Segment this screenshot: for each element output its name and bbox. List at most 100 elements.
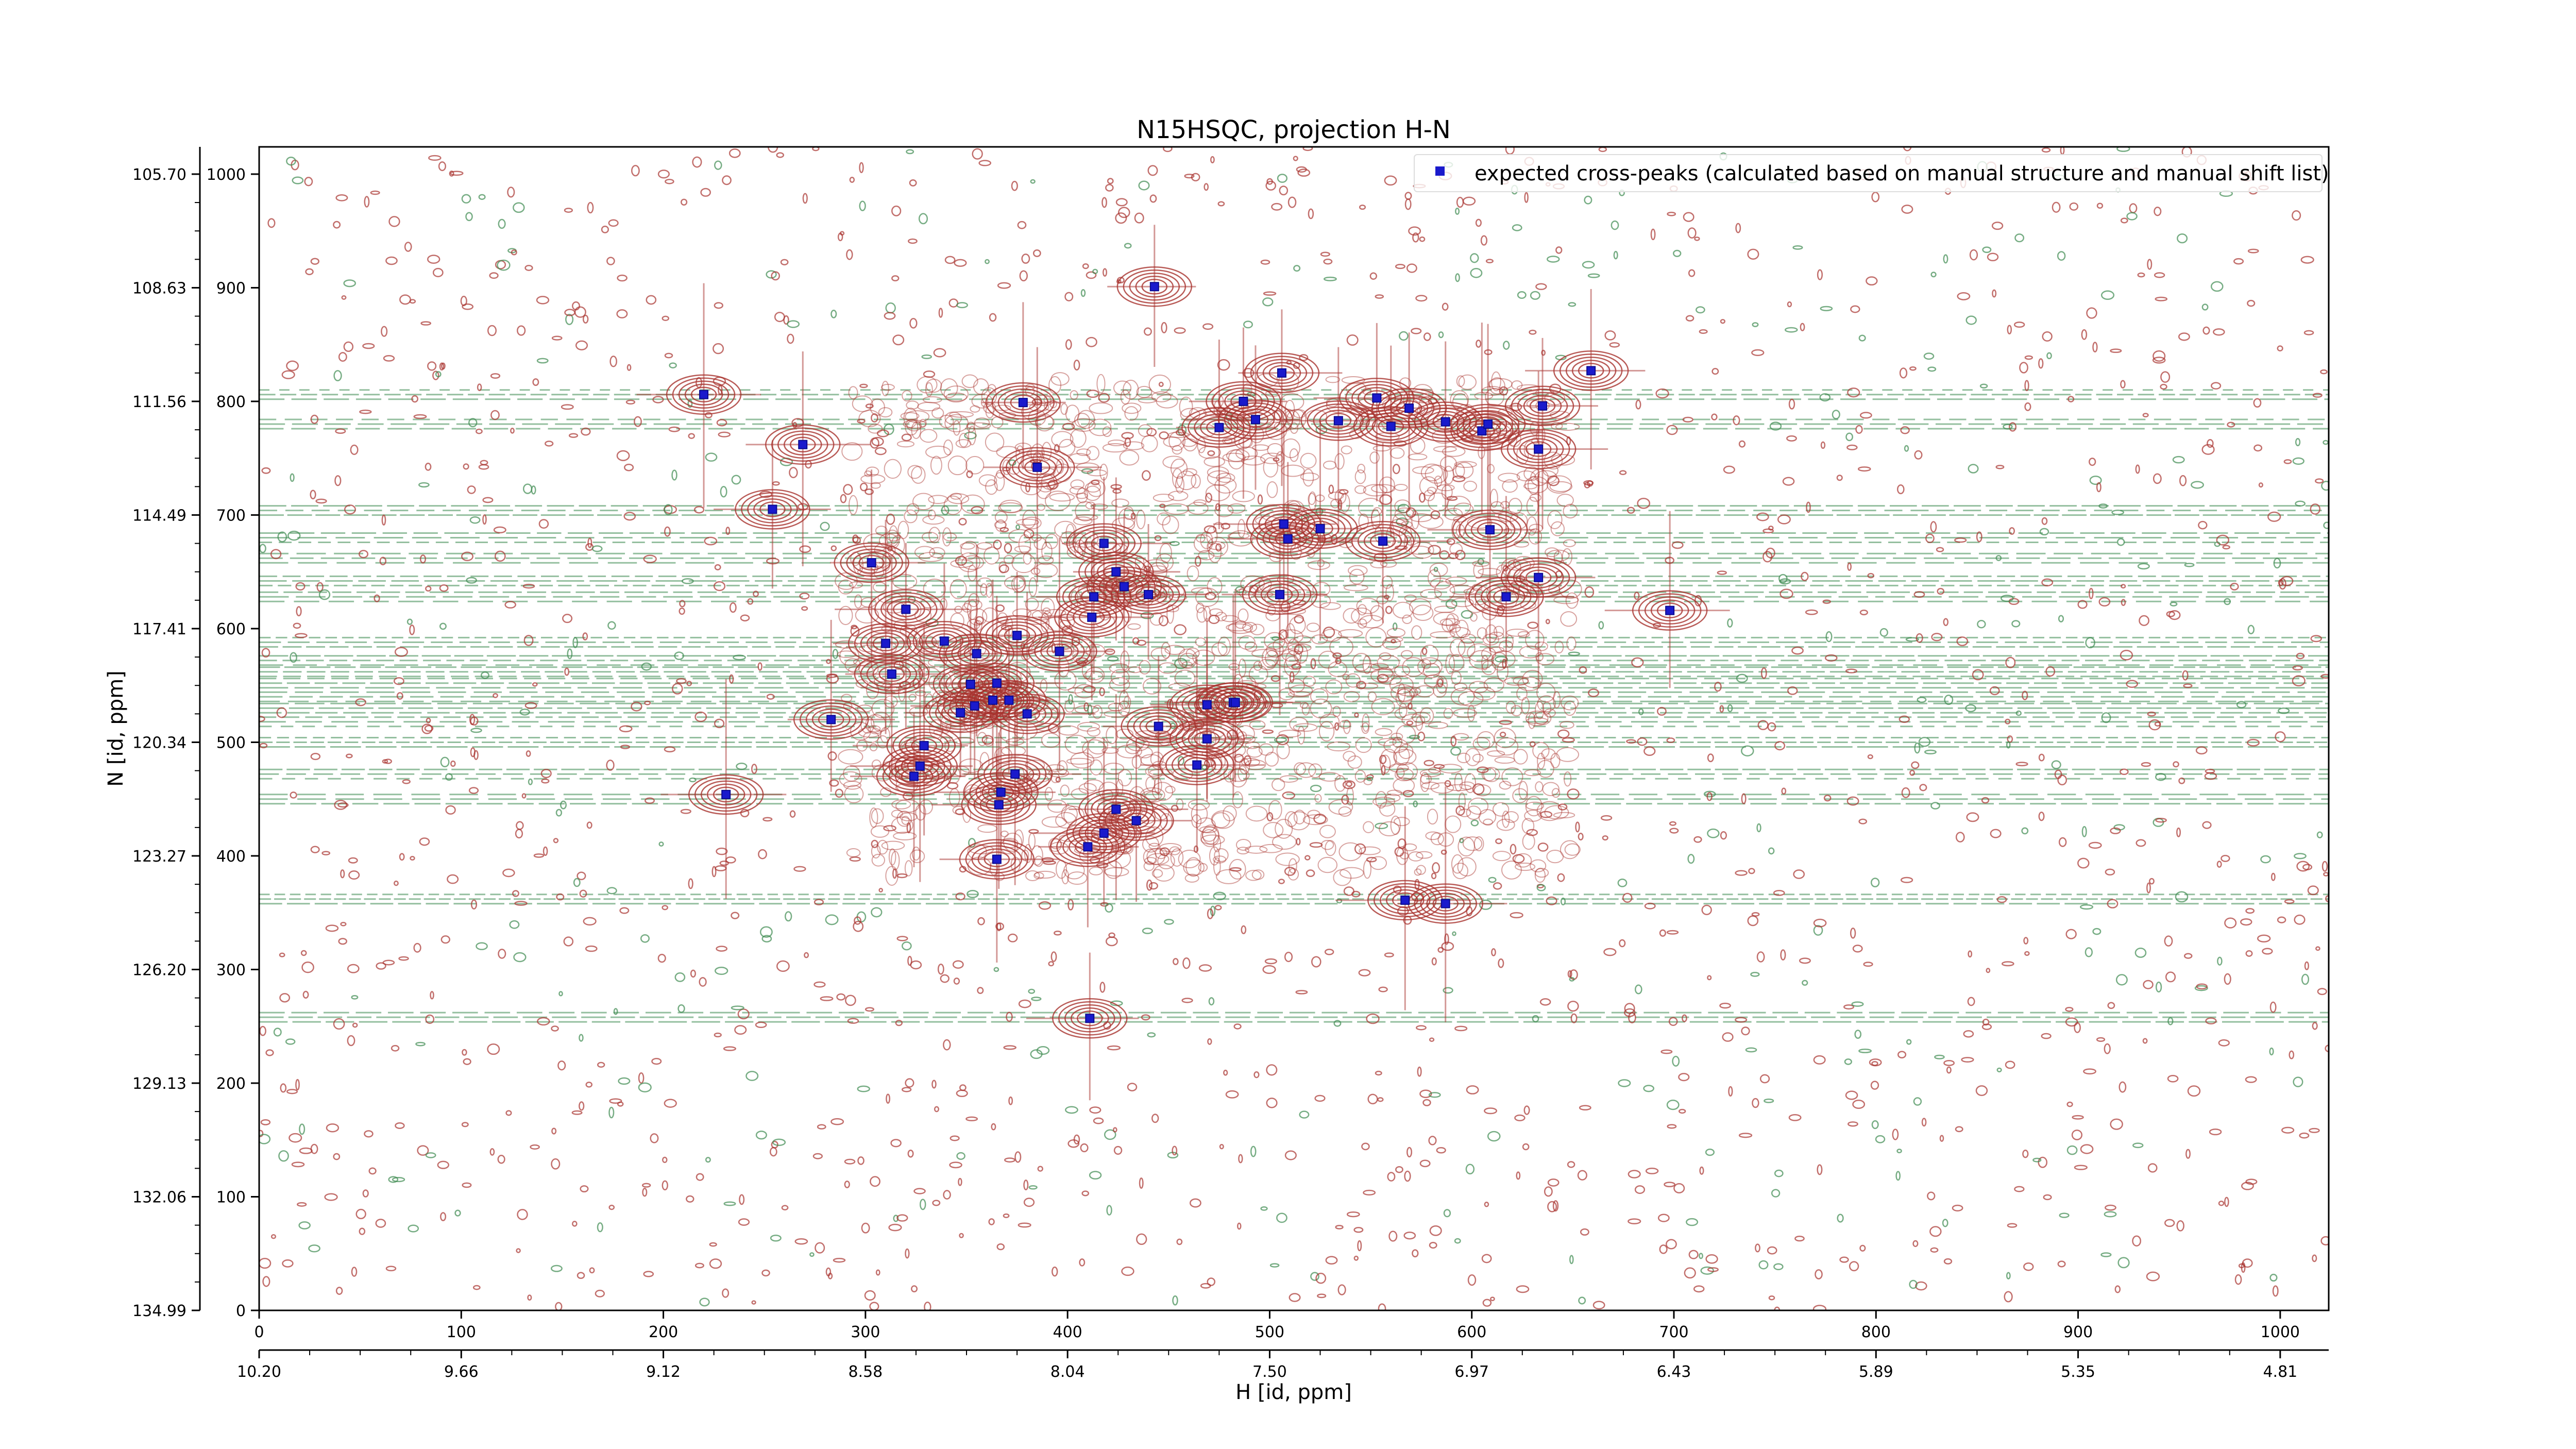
contour-noise xyxy=(1846,796,1859,806)
cross-peak-markers xyxy=(699,282,1675,1023)
contour-noise xyxy=(2194,985,2208,991)
contour-cloud xyxy=(909,706,928,717)
contour-cloud xyxy=(1393,777,1415,794)
contour-cloud xyxy=(1423,490,1435,501)
contour-noise xyxy=(556,893,565,901)
contour-noise xyxy=(277,531,287,543)
contour-noise xyxy=(1138,180,1150,191)
contour-cloud xyxy=(1367,691,1377,702)
contour-cloud xyxy=(1453,733,1469,741)
contour-noise xyxy=(1700,1266,1714,1275)
cross-peak-point xyxy=(1239,396,1248,406)
contour-noise xyxy=(1443,987,1453,994)
contour-cloud xyxy=(1312,581,1331,597)
contour-noise xyxy=(1499,731,1506,737)
contour-noise xyxy=(1217,201,1225,207)
contour-cloud xyxy=(1522,669,1543,688)
contour-noise xyxy=(2006,1272,2011,1279)
contour-noise xyxy=(1799,957,1811,964)
contour-cloud xyxy=(1472,737,1490,751)
contour-noise xyxy=(260,1119,271,1125)
contour-noise xyxy=(2196,983,2208,990)
contour-noise xyxy=(2278,707,2290,714)
contour-cloud xyxy=(1509,581,1520,595)
contour-noise xyxy=(551,1127,557,1135)
contour-cloud xyxy=(1343,719,1351,734)
contour-noise xyxy=(1384,952,1394,958)
contour-noise xyxy=(355,698,366,706)
contour-cloud xyxy=(1517,631,1530,638)
contour-noise xyxy=(2041,578,2054,586)
contour-cloud xyxy=(1138,424,1153,437)
contour-noise xyxy=(1800,323,1805,331)
contour-cloud xyxy=(1544,708,1556,718)
contour-noise xyxy=(1954,537,1967,543)
contour-noise xyxy=(1523,1105,1530,1115)
contour-noise xyxy=(2183,953,2193,959)
contour-noise xyxy=(2067,396,2075,402)
contour-noise xyxy=(669,362,677,368)
contour-noise xyxy=(2153,350,2166,362)
contour-noise xyxy=(1906,1039,1912,1045)
contour-cloud xyxy=(1342,673,1350,681)
contour-noise xyxy=(787,333,794,344)
contour-noise xyxy=(1969,249,1978,261)
contour-cloud xyxy=(1290,589,1314,597)
contour-cloud xyxy=(1033,537,1047,550)
contour-noise xyxy=(2253,398,2262,408)
contour-noise xyxy=(1346,334,1359,346)
contour-noise xyxy=(470,899,478,909)
contour-noise xyxy=(1643,1085,1654,1092)
contour-noise xyxy=(435,371,442,378)
contour-noise xyxy=(1118,207,1130,218)
contour-cloud xyxy=(1398,744,1414,760)
contour-cloud xyxy=(961,555,984,570)
contour-cloud xyxy=(1237,519,1246,538)
contour-noise xyxy=(1990,829,2002,838)
contour-cloud xyxy=(928,495,948,504)
contour-cloud xyxy=(1162,515,1179,534)
cross-peak-point xyxy=(1022,709,1032,719)
contour-noise xyxy=(1450,735,1457,747)
contour-noise xyxy=(1236,1222,1242,1230)
contour-cloud xyxy=(1005,662,1031,683)
contour-noise xyxy=(550,1265,563,1272)
contour-noise xyxy=(562,614,573,624)
contour-cloud xyxy=(1235,838,1251,851)
contour-noise xyxy=(1858,818,1868,824)
contour-noise xyxy=(1778,574,1788,583)
contour-cloud xyxy=(1157,592,1171,605)
contour-noise xyxy=(831,1118,844,1125)
contour-cloud xyxy=(1533,711,1552,726)
contour-noise xyxy=(447,874,459,884)
contour-noise xyxy=(1030,179,1036,184)
contour-noise xyxy=(497,1155,505,1164)
contour-noise xyxy=(1781,787,1787,795)
contour-cloud xyxy=(1150,751,1164,767)
contour-cloud xyxy=(1207,541,1226,550)
contour-noise xyxy=(641,662,652,671)
contour-noise xyxy=(1014,1151,1022,1163)
contour-noise xyxy=(2304,961,2310,970)
contour-noise xyxy=(1477,766,1489,773)
contour-cloud xyxy=(985,479,998,495)
contour-noise xyxy=(1684,1267,1696,1279)
contour-noise xyxy=(2175,891,2189,903)
contour-noise xyxy=(977,917,985,925)
contour-cloud xyxy=(1485,624,1498,644)
contour-cloud xyxy=(1371,509,1381,530)
contour-noise xyxy=(1381,765,1386,776)
contour-noise xyxy=(1967,997,1975,1006)
contour-cloud xyxy=(1456,375,1465,387)
contour-noise xyxy=(261,648,270,658)
contour-cloud xyxy=(1379,821,1400,837)
contour-cloud xyxy=(838,749,863,765)
contour-noise xyxy=(2096,482,2102,493)
contour-noise xyxy=(1062,423,1075,431)
contour-cloud xyxy=(866,681,879,699)
contour-noise xyxy=(425,1152,436,1158)
contour-noise xyxy=(381,514,386,526)
contour-cloud xyxy=(1380,754,1391,774)
contour-noise xyxy=(2273,558,2281,569)
contour-noise xyxy=(1569,976,1575,982)
